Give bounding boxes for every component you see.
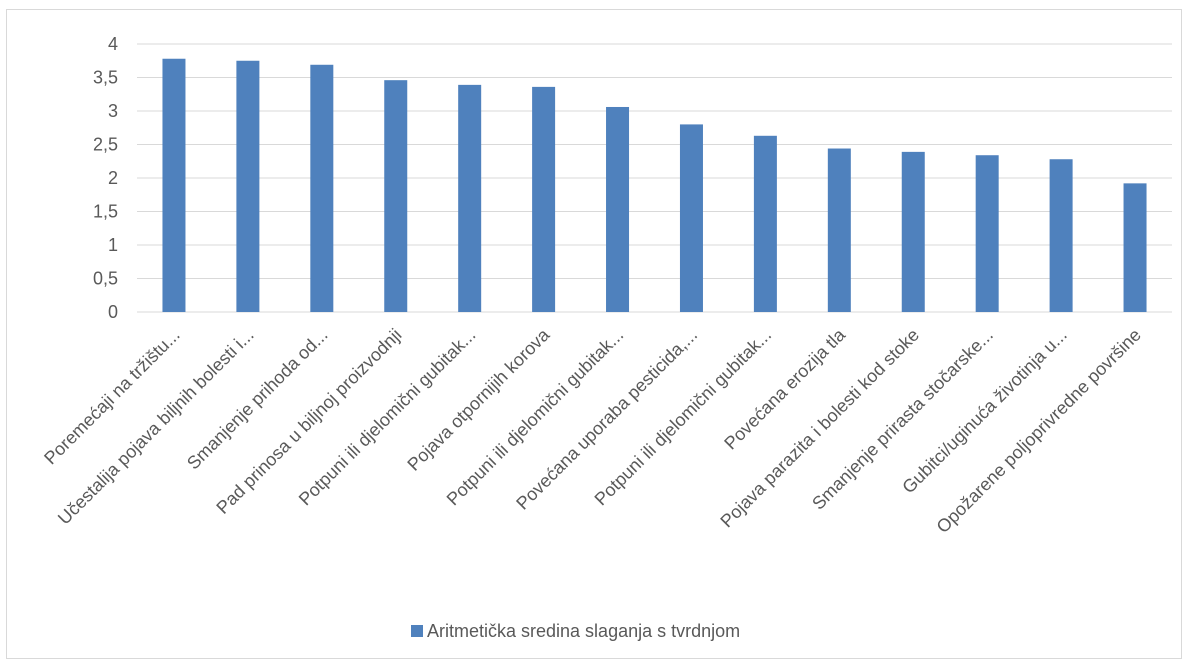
- legend-swatch: [411, 625, 423, 637]
- y-tick-label: 3: [108, 101, 118, 121]
- bar-chart: 0 0,5 1 1,5 2 2,5 3 3,5 4 Poremećaji na tržištu.…: [40, 34, 1172, 641]
- bar: [236, 60, 260, 312]
- bar: [975, 155, 999, 312]
- gridlines: [137, 43, 1172, 313]
- y-tick-label: 1: [108, 235, 118, 255]
- bar: [1049, 159, 1073, 312]
- legend: Aritmetička sredina slaganja s tvrdnjom: [411, 621, 740, 641]
- bar: [1123, 183, 1147, 312]
- bar: [753, 135, 777, 312]
- bar: [606, 106, 630, 312]
- y-tick-label: 2,5: [93, 135, 118, 155]
- y-tick-label: 0,5: [93, 269, 118, 289]
- x-category-label: Poremećaji na tržištu...: [40, 325, 184, 469]
- bar: [827, 148, 851, 312]
- bar: [384, 80, 408, 313]
- bar: [532, 86, 556, 312]
- y-axis-tick-labels: 0 0,5 1 1,5 2 2,5 3 3,5 4: [93, 34, 118, 322]
- bars: [162, 58, 1147, 313]
- chart-frame: 0 0,5 1 1,5 2 2,5 3 3,5 4 Poremećaji na tržištu.…: [6, 9, 1182, 659]
- y-tick-label: 3,5: [93, 68, 118, 88]
- y-tick-label: 0: [108, 302, 118, 322]
- bar: [458, 84, 482, 313]
- x-category-label: Pojava otpornijih korova: [403, 324, 554, 475]
- legend-label: Aritmetička sredina slaganja s tvrdnjom: [427, 621, 740, 641]
- x-axis-category-labels: Poremećaji na tržištu...Učestalija pojav…: [40, 324, 1145, 537]
- y-tick-label: 2: [108, 168, 118, 188]
- bar: [310, 64, 334, 312]
- y-tick-label: 4: [108, 34, 118, 54]
- bar: [901, 151, 925, 312]
- bar: [162, 58, 186, 312]
- x-category-label: Smanjenje prihoda od...: [183, 325, 332, 474]
- y-tick-label: 1,5: [93, 202, 118, 222]
- x-category-label: Povećana erozija tla: [720, 324, 849, 453]
- bar: [679, 124, 703, 313]
